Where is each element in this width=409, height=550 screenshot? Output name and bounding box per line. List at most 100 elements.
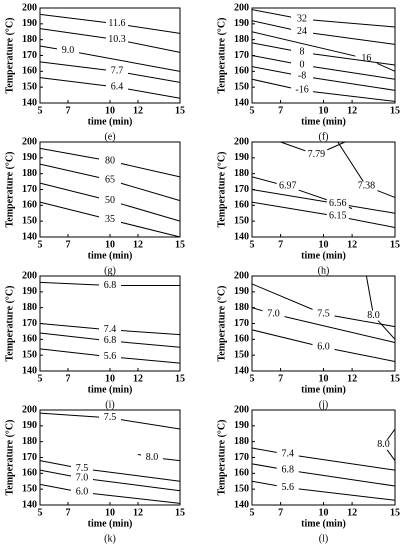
contour-line bbox=[251, 189, 396, 214]
contour-label-bg bbox=[276, 482, 299, 493]
contour-label-bg bbox=[106, 82, 128, 93]
y-axis-label: Temperature (°C) bbox=[4, 18, 15, 94]
contour-label-bg bbox=[326, 211, 349, 222]
y-tick-label: 140 bbox=[22, 231, 37, 242]
x-axis-label: time (min) bbox=[301, 384, 346, 395]
y-tick-label: 170 bbox=[234, 452, 249, 463]
contour-label: -8 bbox=[298, 70, 306, 81]
x-tick-label: 7 bbox=[278, 507, 283, 518]
x-tick-label: 7 bbox=[66, 239, 71, 250]
y-tick-label: 150 bbox=[234, 483, 249, 494]
x-axis-label: time (min) bbox=[88, 384, 133, 395]
contour-label: 80 bbox=[105, 155, 115, 166]
y-axis-label: Temperature (°C) bbox=[216, 420, 227, 496]
contour-label: 7.4 bbox=[104, 324, 117, 335]
contour-label-bg bbox=[99, 351, 121, 362]
y-tick-label: 160 bbox=[234, 334, 249, 345]
contour-label: 6.0 bbox=[317, 342, 330, 353]
x-tick-label: 10 bbox=[319, 105, 329, 116]
y-tick-label: 200 bbox=[22, 404, 37, 415]
contour-label: -16 bbox=[295, 85, 308, 96]
contour-label: 6.0 bbox=[76, 487, 89, 498]
contour-label: 32 bbox=[297, 13, 307, 24]
y-tick-label: 140 bbox=[22, 499, 37, 510]
x-tick-label: 15 bbox=[390, 239, 400, 250]
x-axis-label: time (min) bbox=[301, 250, 346, 261]
x-axis-label: time (min) bbox=[88, 116, 133, 127]
x-tick-label: 5 bbox=[250, 105, 255, 116]
y-tick-label: 190 bbox=[234, 420, 249, 431]
contour-label-bg bbox=[106, 18, 128, 29]
y-axis-label: Temperature (°C) bbox=[216, 18, 227, 94]
x-axis-label: time (min) bbox=[301, 518, 346, 529]
contour-label-bg bbox=[141, 452, 163, 463]
y-tick-label: 200 bbox=[234, 2, 249, 13]
contour-label: 7.0 bbox=[76, 472, 89, 483]
contour-label-bg bbox=[99, 324, 121, 335]
contour-label: 6.4 bbox=[111, 81, 124, 92]
y-tick-label: 190 bbox=[22, 18, 37, 29]
contour-label-bg bbox=[362, 310, 385, 321]
y-tick-label: 170 bbox=[234, 184, 249, 195]
caption: (l) bbox=[319, 533, 328, 544]
contour-line bbox=[251, 9, 396, 28]
x-tick-label: 7 bbox=[278, 239, 283, 250]
y-tick-label: 190 bbox=[22, 420, 37, 431]
contour-label-bg bbox=[99, 280, 121, 291]
y-tick-label: 150 bbox=[22, 81, 37, 92]
y-tick-label: 160 bbox=[234, 200, 249, 211]
x-tick-label: 7 bbox=[66, 105, 71, 116]
contour-line bbox=[251, 66, 396, 91]
contour-label: 10.3 bbox=[108, 34, 126, 45]
y-tick-label: 180 bbox=[22, 302, 37, 313]
contour-label-bg bbox=[291, 71, 314, 82]
x-tick-label: 15 bbox=[390, 105, 400, 116]
contour-label-bg bbox=[71, 473, 93, 484]
contour-label: 7.5 bbox=[104, 412, 117, 423]
contour-label: 6.97 bbox=[279, 181, 297, 192]
x-tick-label: 15 bbox=[175, 507, 185, 518]
x-tick-label: 5 bbox=[38, 239, 43, 250]
x-tick-label: 5 bbox=[250, 507, 255, 518]
x-tick-label: 5 bbox=[38, 507, 43, 518]
contour-label-bg bbox=[355, 53, 378, 64]
contour-label-bg bbox=[291, 85, 314, 96]
contour-label-bg bbox=[291, 26, 314, 37]
contour-label: 7.7 bbox=[111, 66, 124, 77]
contour-label: 8.0 bbox=[146, 452, 159, 463]
y-tick-label: 180 bbox=[22, 168, 37, 179]
x-tick-label: 10 bbox=[105, 105, 115, 116]
y-axis-label: Temperature (°C) bbox=[216, 152, 227, 228]
y-tick-label: 190 bbox=[234, 152, 249, 163]
contour-label: 6.8 bbox=[282, 464, 295, 475]
caption: (k) bbox=[104, 533, 116, 544]
contour-label: 7.79 bbox=[308, 149, 326, 160]
contour-label-bg bbox=[276, 449, 299, 460]
x-tick-label: 10 bbox=[319, 239, 329, 250]
contour-label-bg bbox=[71, 463, 93, 474]
contour-label-bg bbox=[355, 181, 378, 192]
y-tick-label: 150 bbox=[22, 215, 37, 226]
x-axis-label: time (min) bbox=[301, 116, 346, 127]
x-tick-label: 15 bbox=[390, 373, 400, 384]
contour-label: 7.38 bbox=[358, 181, 376, 192]
x-tick-label: 12 bbox=[347, 373, 357, 384]
y-tick-label: 160 bbox=[234, 468, 249, 479]
y-tick-label: 160 bbox=[22, 66, 37, 77]
contour-label: 65 bbox=[105, 174, 115, 185]
contour-label-bg bbox=[99, 412, 121, 423]
contour-label: 9.0 bbox=[62, 45, 75, 56]
x-axis-label: time (min) bbox=[88, 250, 133, 261]
contour-label-bg bbox=[106, 34, 128, 45]
contour-label-bg bbox=[276, 465, 299, 476]
y-tick-label: 140 bbox=[22, 97, 37, 108]
y-tick-label: 160 bbox=[22, 200, 37, 211]
y-tick-label: 190 bbox=[22, 286, 37, 297]
x-tick-label: 12 bbox=[133, 507, 143, 518]
x-tick-label: 12 bbox=[347, 239, 357, 250]
contour-label-bg bbox=[291, 47, 314, 58]
contour-label: 6.56 bbox=[329, 198, 347, 209]
x-tick-label: 10 bbox=[105, 507, 115, 518]
contour-label-bg bbox=[305, 149, 328, 160]
y-tick-label: 160 bbox=[234, 66, 249, 77]
